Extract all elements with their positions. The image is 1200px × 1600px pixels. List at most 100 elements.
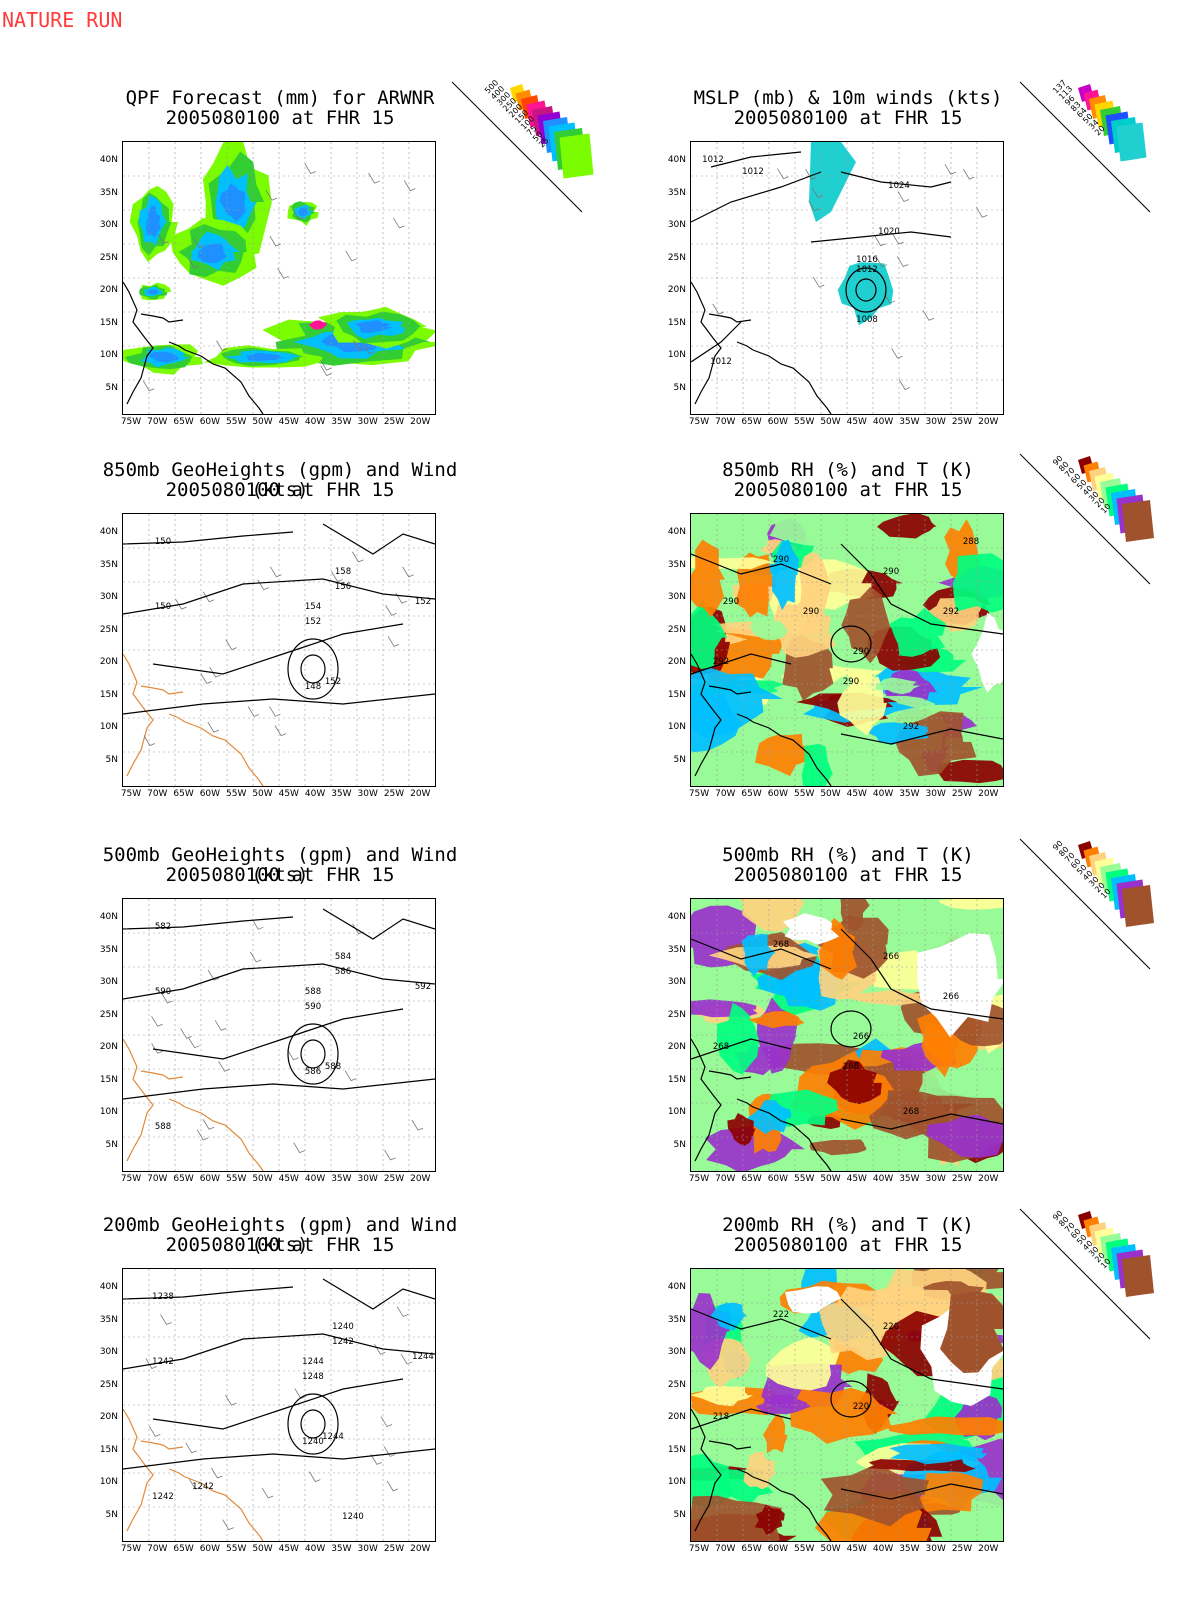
longitude-tick-label: 25W — [951, 417, 973, 427]
contour-label: 290 — [803, 607, 819, 617]
longitude-tick-label: 45W — [278, 417, 299, 427]
wind-barb — [202, 1119, 215, 1130]
coast-segment — [752, 1476, 832, 1541]
contour-label: 150 — [155, 602, 171, 612]
legend-diagonal — [451, 81, 583, 213]
panel-500-heights: 500mb GeoHeights (gpm) and Wind (kts) 200… — [80, 845, 620, 1205]
wind-barb — [287, 1049, 299, 1061]
latitude-tick-label: 35N — [667, 559, 686, 570]
longitude-tick-label: 30W — [357, 1174, 378, 1184]
latitude-tick-label: 20N — [667, 1412, 686, 1422]
map-plot: 1012 1012 1024 1020 1016 1012 1008 1012 — [690, 141, 1004, 415]
legend-swatch — [1122, 500, 1154, 542]
longitude-tick-label: 60W — [767, 1544, 789, 1554]
contour-label: 290 — [853, 647, 869, 657]
contour-label: 592 — [415, 982, 431, 992]
wind-barb — [207, 721, 220, 733]
wind-barbs — [145, 1306, 413, 1531]
coastline — [123, 653, 264, 786]
contour-labels: 222 220 220 218 — [713, 1310, 899, 1422]
wind-barb — [145, 1358, 157, 1369]
wind-barb — [161, 992, 173, 1004]
wind-barb — [922, 310, 935, 321]
contour-label: 584 — [335, 952, 351, 962]
contour-labels: 1238124012421244124812441242124012441242… — [152, 1292, 434, 1522]
latitude-tick-label: 10N — [667, 1107, 686, 1117]
gridlines — [123, 142, 435, 414]
contour-labels: 582 584 586 588 590 592 590 586 588 588 — [155, 922, 431, 1132]
longitude-tick-label: 50W — [820, 417, 841, 427]
longitude-tick-label: 60W — [199, 1174, 221, 1184]
longitude-tick-label: 55W — [794, 789, 815, 799]
longitude-tick-label: 70W — [147, 789, 168, 799]
latitude-tick-label: 35N — [667, 944, 686, 955]
panel-qpf: QPF Forecast (mm) for ARWNR 2005080100 at… — [80, 78, 620, 448]
coast-segment — [691, 1408, 722, 1532]
latitude-tick-label: 30N — [667, 592, 686, 602]
coast-segment — [168, 1098, 186, 1108]
longitude-tick-label: 50W — [252, 1544, 273, 1554]
coastline — [123, 1038, 264, 1171]
wind-barb — [292, 209, 305, 220]
coastline — [691, 653, 832, 786]
latitude-tick-label: 5N — [105, 1509, 118, 1520]
longitude-tick-label: 30W — [357, 417, 378, 427]
longitude-tick-label: 20W — [978, 1544, 999, 1554]
contour-label: 290 — [883, 567, 899, 577]
contour-line — [830, 1380, 872, 1418]
latitude-tick-label: 15N — [667, 1074, 686, 1085]
legend-swatch — [1122, 885, 1154, 927]
wind-barb — [160, 1314, 172, 1326]
wind-barb — [875, 256, 888, 268]
gridlines — [691, 142, 1003, 414]
contour-line — [810, 231, 952, 243]
wind-barb — [269, 235, 282, 247]
contour-label: 1008 — [856, 315, 878, 325]
wind-barb — [383, 1446, 396, 1457]
contour-label: 150 — [155, 537, 171, 547]
contour-line — [840, 171, 952, 188]
coast-segment — [708, 685, 752, 695]
coast-segment — [184, 1106, 264, 1171]
coastline — [691, 1408, 832, 1541]
contour-label: 288 — [963, 537, 979, 547]
contour-label: 1020 — [878, 227, 900, 237]
contour-label: 1248 — [302, 1372, 324, 1382]
contour-line — [691, 1038, 792, 1060]
wind-barb — [187, 257, 200, 269]
wind-barbs — [151, 919, 424, 1161]
longitude-tick-label: 50W — [820, 1174, 841, 1184]
longitude-tick-label: 30W — [925, 1544, 946, 1554]
wind-barb — [396, 1306, 409, 1318]
longitude-tick-label: 25W — [383, 417, 405, 427]
wind-barb — [270, 566, 282, 578]
longitude-tick-label: 70W — [147, 1174, 168, 1184]
coast-segment — [736, 341, 754, 351]
latitude-tick-label: 20N — [99, 285, 118, 295]
longitude-tick-label: 75W — [120, 1174, 142, 1184]
contour-label: 266 — [943, 992, 959, 1002]
longitude-tick-label: 30W — [357, 789, 378, 799]
contour-label: 268 — [843, 1062, 859, 1072]
latitude-tick-label: 20N — [667, 1042, 686, 1052]
wind-barb — [209, 666, 221, 678]
contour-line — [840, 1113, 1003, 1130]
wind-barb — [225, 639, 237, 651]
longitude-tick-label: 40W — [872, 789, 894, 799]
wind-barbs — [712, 163, 988, 390]
latitude-tick-label: 30N — [667, 977, 686, 987]
coast-segment — [123, 1038, 154, 1162]
map-plot: 582 584 586 588 590 592 590 586 588 588 — [122, 898, 436, 1172]
longitude-tick-label: 75W — [120, 1544, 142, 1554]
wind-barb — [185, 1442, 197, 1454]
coast-segment — [708, 313, 752, 323]
longitude-tick-label: 75W — [120, 789, 142, 799]
latitude-tick-label: 25N — [99, 1009, 118, 1020]
latitude-tick-label: 30N — [99, 977, 118, 987]
contour-label: 582 — [155, 922, 171, 932]
wind-barb — [963, 168, 975, 180]
longitude-tick-label: 40W — [872, 417, 894, 427]
longitude-tick-label: 60W — [199, 1544, 221, 1554]
longitude-tick-label: 35W — [331, 1174, 352, 1184]
wind-barb — [805, 169, 817, 180]
